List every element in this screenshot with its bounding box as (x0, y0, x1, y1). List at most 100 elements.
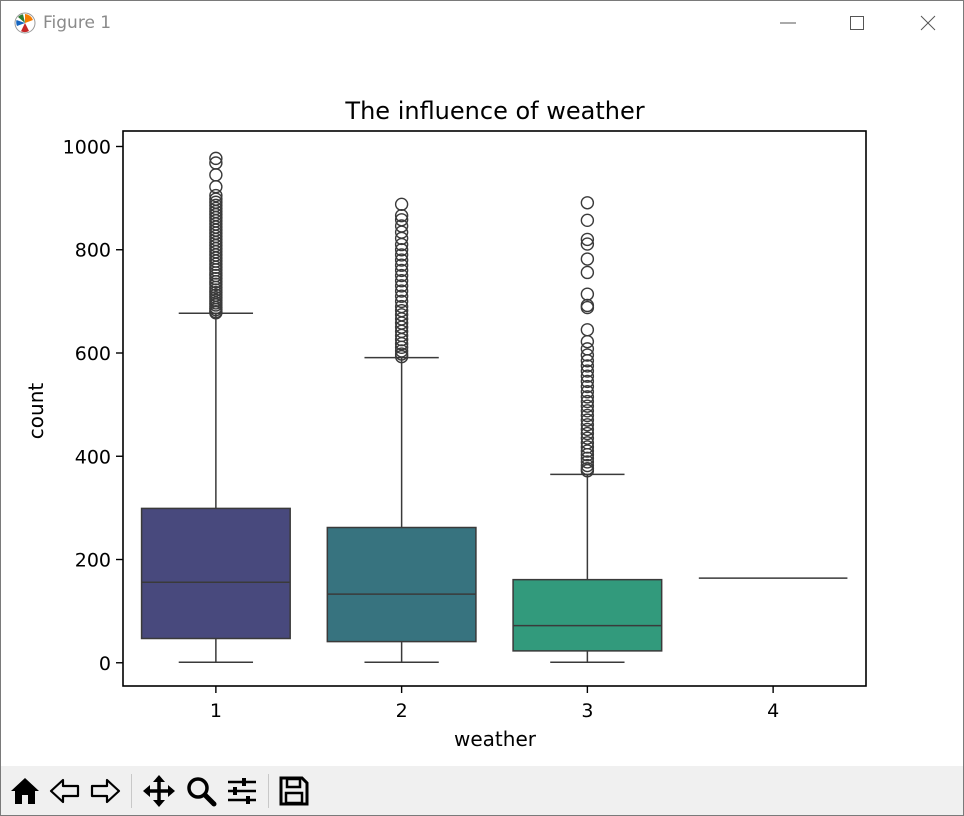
outlier-point (209, 180, 223, 194)
outlier-point (394, 347, 409, 361)
outlier-point (580, 252, 595, 266)
outlier-point (209, 156, 223, 170)
outlier-point (394, 248, 409, 262)
pan-icon (143, 775, 175, 807)
box-group-1 (140, 151, 291, 664)
forward-arrow-icon (90, 778, 121, 804)
outlier-point (580, 287, 595, 301)
x-tick-label: 4 (767, 700, 779, 722)
navigation-toolbar (1, 766, 963, 815)
outlier-point (580, 323, 595, 337)
outlier-point (580, 334, 595, 349)
outlier-point (209, 188, 223, 203)
minimize-icon (780, 22, 796, 24)
outlier-point (580, 385, 595, 399)
outlier-point (580, 379, 595, 394)
x-tick-label: 3 (581, 700, 593, 722)
outlier-point (394, 274, 409, 288)
outlier-point (580, 458, 595, 473)
outlier-point (580, 390, 595, 404)
outlier-point (580, 399, 595, 413)
axes-frame (122, 130, 867, 687)
minimize-button[interactable] (759, 1, 817, 45)
outlier-point (580, 364, 595, 378)
maximize-icon (850, 16, 864, 30)
home-icon (11, 778, 39, 804)
y-tick-label: 600 (75, 343, 111, 365)
outlier-point (394, 197, 409, 212)
outlier-point (580, 461, 595, 476)
box-plot: The influence of weather 020040060080010… (24, 97, 867, 751)
configure-subplots-icon (228, 778, 256, 804)
outlier-point (394, 268, 409, 283)
back-button[interactable] (48, 774, 82, 808)
outlier-point (580, 196, 595, 210)
outlier-point (580, 422, 595, 437)
outlier-point (580, 394, 595, 409)
outlier-point (580, 440, 595, 454)
outlier-point (394, 299, 409, 314)
outlier-point (580, 359, 595, 373)
outlier-point (580, 455, 595, 469)
window-title: Figure 1 (43, 13, 112, 33)
y-tick-label: 1000 (63, 136, 111, 158)
pan-button[interactable] (142, 774, 176, 808)
zoom-button[interactable] (184, 774, 218, 808)
outlier-point (209, 168, 223, 182)
outlier-point (580, 237, 595, 251)
figure-canvas[interactable]: The influence of weather 0 200 400 600 800 10… (1, 45, 963, 765)
box-group-2 (326, 197, 477, 664)
chart-title: The influence of weather (344, 97, 644, 125)
y-axis-label: count (24, 383, 48, 440)
outlier-point (394, 279, 409, 293)
y-tick-label: 200 (75, 550, 111, 572)
matplotlib-icon (14, 12, 36, 34)
close-button[interactable] (899, 1, 957, 45)
x-axis-label: weather (454, 727, 537, 751)
back-arrow-icon (49, 778, 80, 804)
close-icon (920, 15, 936, 31)
outlier-point (209, 151, 223, 166)
home-button[interactable] (8, 774, 42, 808)
outlier-point (209, 198, 223, 213)
zoom-icon (187, 777, 217, 807)
iqr-box (326, 526, 477, 643)
outlier-point (580, 426, 595, 441)
title-bar[interactable]: Figure 1 (1, 1, 963, 45)
plot-area (140, 151, 848, 664)
box-group-3 (512, 196, 663, 664)
outlier-point (580, 444, 595, 458)
x-axis: 1 2 3 4 (210, 686, 779, 722)
y-tick-label: 400 (75, 446, 111, 468)
outlier-point (580, 418, 595, 432)
maximize-button[interactable] (828, 1, 886, 45)
outlier-point (580, 213, 595, 228)
outlier-point (394, 263, 409, 278)
y-axis: 0 200 400 600 800 1000 (63, 136, 123, 675)
outlier-point (580, 374, 595, 389)
configure-subplots-button[interactable] (225, 774, 259, 808)
iqr-box (512, 578, 663, 652)
toolbar-separator (268, 774, 269, 808)
outlier-point (394, 294, 409, 309)
outlier-point (580, 413, 595, 427)
outlier-point (394, 308, 409, 322)
y-tick-label: 800 (75, 240, 111, 262)
y-tick-label: 0 (99, 653, 111, 675)
toolbar-separator (131, 774, 132, 808)
outlier-point (209, 195, 223, 209)
save-icon (279, 776, 309, 806)
outlier-point (580, 408, 595, 423)
outlier-point (394, 253, 409, 267)
outlier-point (209, 201, 223, 216)
x-tick-label: 2 (396, 700, 408, 722)
forward-button[interactable] (88, 774, 122, 808)
outlier-point (580, 232, 595, 247)
outlier-point (580, 431, 595, 445)
outlier-point (394, 258, 409, 272)
x-tick-label: 1 (210, 700, 222, 722)
outlier-point (580, 265, 595, 280)
save-button[interactable] (277, 774, 311, 808)
outlier-point (580, 369, 595, 383)
